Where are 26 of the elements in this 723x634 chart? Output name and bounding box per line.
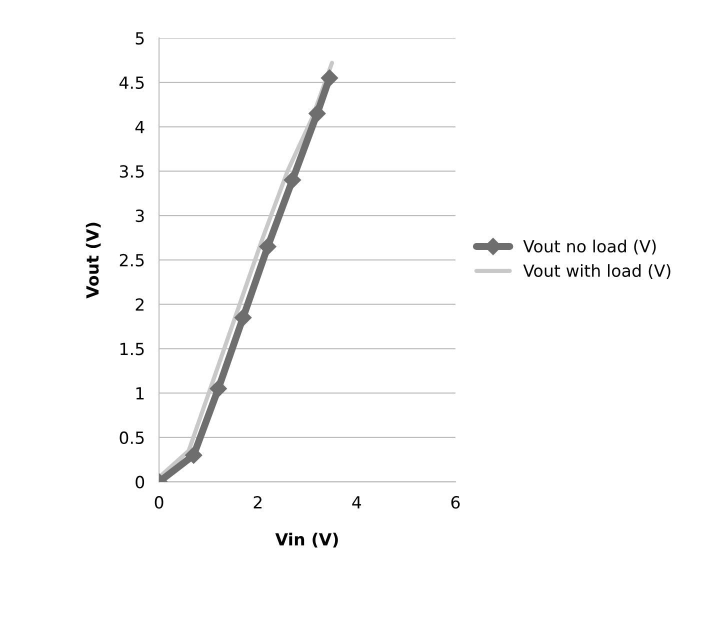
y-axis-title: Vout (V) xyxy=(86,222,101,298)
point xyxy=(284,172,302,189)
y-tick-label: 3.5 xyxy=(120,165,144,178)
y-tick-label: 0.5 xyxy=(120,431,144,444)
y-tick-label: 5 xyxy=(136,32,144,45)
x-axis-title: Vin (V) xyxy=(275,532,338,548)
x-tick-label: 0 xyxy=(154,496,164,509)
y-tick-label: 3 xyxy=(136,210,144,222)
y-tick-label: 0 xyxy=(136,476,144,488)
y-tick-label: 2 xyxy=(136,298,144,311)
point xyxy=(185,446,202,464)
y-tick-label: 4 xyxy=(135,120,144,134)
y-tick-label: 2.5 xyxy=(120,254,144,267)
legend-label: Vout no load (V) xyxy=(523,240,656,255)
x-tick-label: 2 xyxy=(254,496,262,508)
point xyxy=(308,104,326,122)
x-tick-label: 4 xyxy=(352,496,362,508)
y-tick-label: 4.5 xyxy=(119,76,144,89)
y-tick-label: 1.5 xyxy=(120,342,144,356)
y-tick-label: 1 xyxy=(136,387,144,400)
x-tick-label: 6 xyxy=(451,496,460,509)
point xyxy=(234,309,252,326)
legend-label: Vout with load (V) xyxy=(523,264,670,279)
point xyxy=(320,69,338,87)
point xyxy=(210,380,227,398)
point xyxy=(259,238,276,256)
